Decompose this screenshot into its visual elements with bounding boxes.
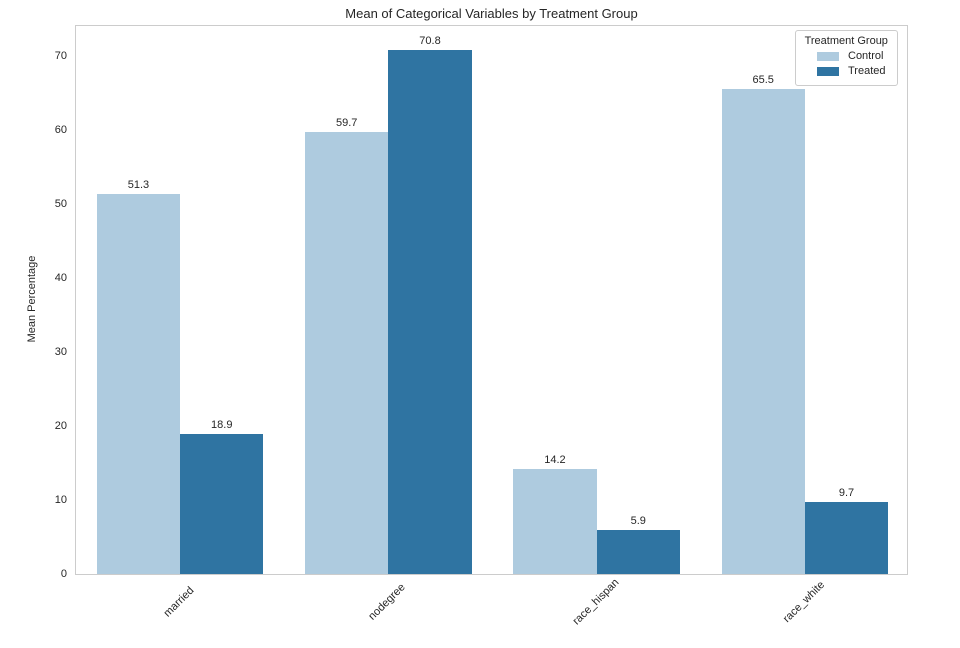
legend-title: Treatment Group bbox=[804, 35, 888, 47]
legend: Treatment Group Control Treated bbox=[795, 30, 898, 86]
legend-entry-label: Control bbox=[848, 50, 884, 62]
legend-swatch bbox=[817, 51, 839, 61]
bar-treated-married bbox=[180, 434, 264, 574]
y-axis-label: Mean Percentage bbox=[26, 255, 38, 343]
bar-treated-race_white bbox=[804, 502, 889, 574]
bar-value-label: 14.2 bbox=[544, 453, 566, 466]
y-tick-label: 30 bbox=[54, 345, 67, 358]
bar-value-label: 51.3 bbox=[127, 179, 150, 192]
chart-title: Mean of Categorical Variables by Treatme… bbox=[345, 6, 638, 21]
bar-value-label: 70.8 bbox=[419, 34, 441, 47]
legend-swatch bbox=[817, 66, 839, 76]
bar-value-label: 65.5 bbox=[752, 74, 774, 87]
bar-value-label: 9.7 bbox=[838, 487, 855, 500]
y-tick-label: 20 bbox=[54, 419, 67, 432]
bar-value-label: 5.9 bbox=[630, 515, 646, 528]
bar-value-label: 59.7 bbox=[336, 117, 358, 130]
bar-control-nodegree bbox=[305, 132, 389, 574]
y-tick-label: 10 bbox=[54, 493, 67, 506]
bar-control-married bbox=[96, 194, 181, 574]
y-tick-label: 0 bbox=[60, 568, 67, 580]
legend-entries: Control Treated bbox=[803, 50, 890, 77]
plot-area: 51.3 18.9 59.7 70.8 14.2 5.9 65.5 9.7 bbox=[75, 25, 908, 575]
bar-treated-race_hispan bbox=[596, 530, 680, 574]
bar-treated-nodegree bbox=[388, 49, 472, 574]
y-tick-label: 60 bbox=[54, 123, 67, 136]
legend-entry: Treated bbox=[817, 65, 886, 77]
bar-control-race_hispan bbox=[513, 468, 597, 574]
legend-entry: Control bbox=[817, 50, 886, 62]
y-tick-label: 70 bbox=[54, 49, 67, 62]
legend-entry-label: Treated bbox=[848, 65, 886, 77]
bar-value-label: 18.9 bbox=[211, 419, 233, 432]
y-tick-label: 40 bbox=[54, 271, 67, 284]
bar-control-race_white bbox=[721, 89, 805, 574]
y-tick-label: 50 bbox=[54, 197, 67, 210]
